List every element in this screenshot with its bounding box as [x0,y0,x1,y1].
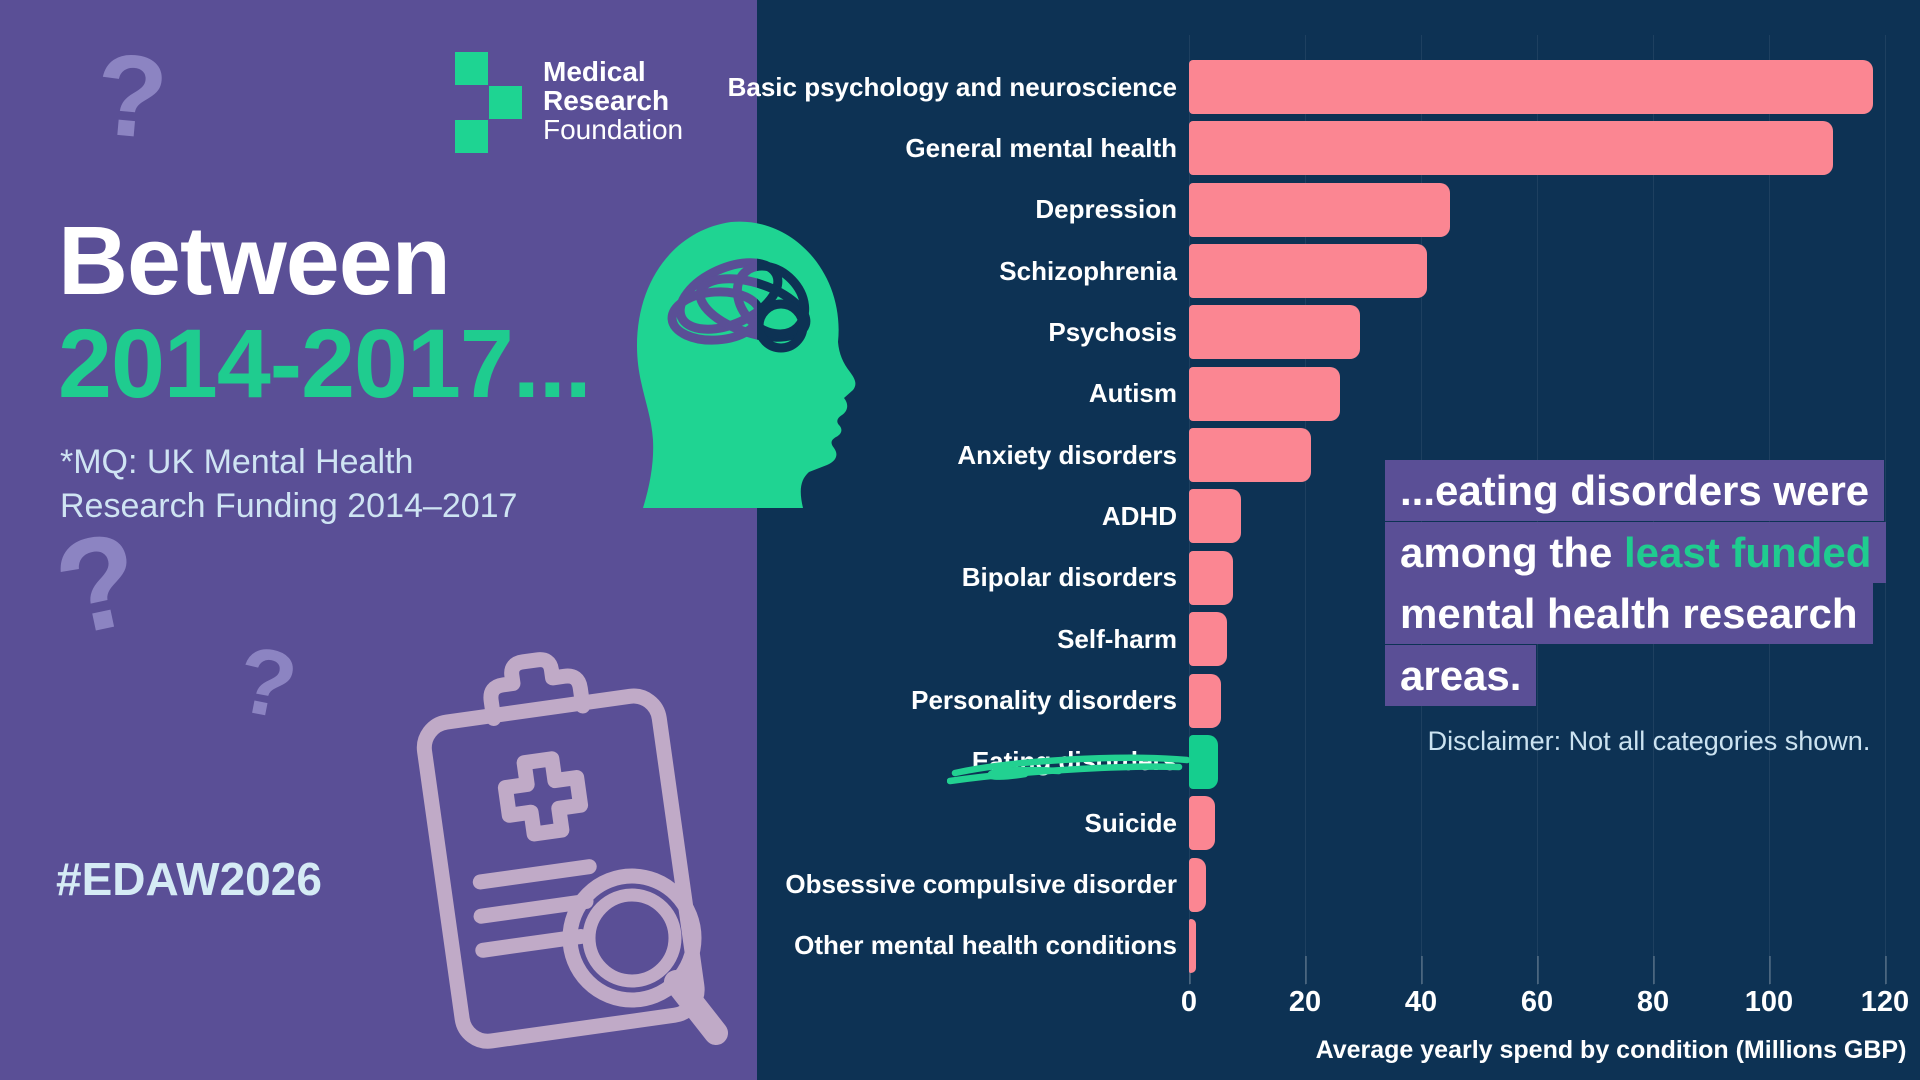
subtitle-line-2: Research Funding 2014–2017 [60,487,518,525]
category-label: Psychosis [1048,316,1177,347]
source-subtitle: *MQ: UK Mental Health Research Funding 2… [60,440,517,528]
logo-square-icon [489,86,522,119]
bar [1189,121,1833,176]
logo-line-2: Research [543,85,670,116]
bar [1189,305,1361,360]
callout-annotation: ...eating disorders were among the least… [1385,460,1913,707]
callout-pre: ...eating disorders were among the [1400,467,1870,576]
logo-text: Medical Research Foundation [543,57,683,144]
x-tick-label: 120 [1860,986,1910,1018]
bar-highlighted [1189,734,1218,789]
category-label: Basic psychology and neuroscience [727,71,1177,102]
bar [1189,428,1311,483]
subtitle-line-1: *MQ: UK Mental Health [60,443,414,481]
x-tick-mark [1421,956,1423,984]
x-axis-title: Average yearly spend by condition (Milli… [1315,1036,1907,1064]
headline-line-1: Between [58,206,451,315]
scribble-underline-icon [947,754,1191,785]
question-mark-icon: ? [228,625,306,740]
gridline [1885,35,1886,985]
question-mark-icon: ? [90,28,173,164]
hashtag-edaw2026: #EDAW2026 [56,853,322,905]
category-label: Autism [1088,378,1177,409]
head-scribble-brain-icon [637,221,856,508]
logo-line-3: Foundation [543,114,684,145]
x-tick-label: 100 [1744,986,1794,1018]
x-tick-mark [1885,956,1887,984]
category-label: Schizophrenia [999,255,1177,286]
category-label: Bipolar disorders [961,562,1177,593]
bar [1189,918,1196,973]
category-label: General mental health [905,132,1177,163]
category-label: Other mental health conditions [794,930,1177,961]
gridline [1305,35,1306,985]
x-tick-label: 40 [1404,986,1438,1018]
x-tick-label: 20 [1288,986,1322,1018]
callout-highlight: least funded [1624,528,1872,576]
bar [1189,244,1427,299]
logo-line-1: Medical [543,56,646,87]
x-tick-mark [1305,956,1307,984]
category-label: Self-harm [1057,623,1177,654]
clipboard-magnifier-icon [416,652,728,1049]
logo-square-icon [455,120,488,153]
x-tick-mark [1769,956,1771,984]
bar [1189,857,1207,912]
category-label: Personality disorders [911,685,1177,715]
x-tick-label: 80 [1636,986,1670,1018]
bar [1189,489,1242,544]
bar [1189,612,1227,667]
category-label: Obsessive compulsive disorder [785,869,1177,900]
x-tick-label: 0 [1180,986,1198,1018]
bar [1189,796,1215,851]
x-tick-mark [1653,956,1655,984]
bar [1189,366,1340,421]
bar [1189,182,1450,237]
bar [1189,60,1874,114]
left-purple-panel: ? ? ? Medical Research Foundation Betwee… [0,0,757,1080]
x-tick-mark [1537,956,1539,984]
chart-panel: Average yearly spend by condition (Milli… [727,0,1920,1080]
category-label: Depression [1035,194,1177,225]
category-label: Anxiety disorders [957,439,1177,470]
logo-square-icon [455,52,488,85]
disclaimer-text: Disclaimer: Not all categories shown. [1427,726,1871,756]
question-mark-icon: ? [43,503,153,664]
bar [1189,673,1221,728]
callout-post: mental health research areas. [1400,590,1858,700]
callout-text: ...eating disorders were among the least… [1385,460,1887,707]
headline: Between 2014-2017... [58,206,592,418]
headline-line-2: 2014-2017... [58,309,592,418]
category-label: ADHD [1101,500,1177,531]
category-label: Suicide [1084,807,1177,838]
x-tick-label: 60 [1520,986,1554,1018]
bar [1189,550,1233,605]
